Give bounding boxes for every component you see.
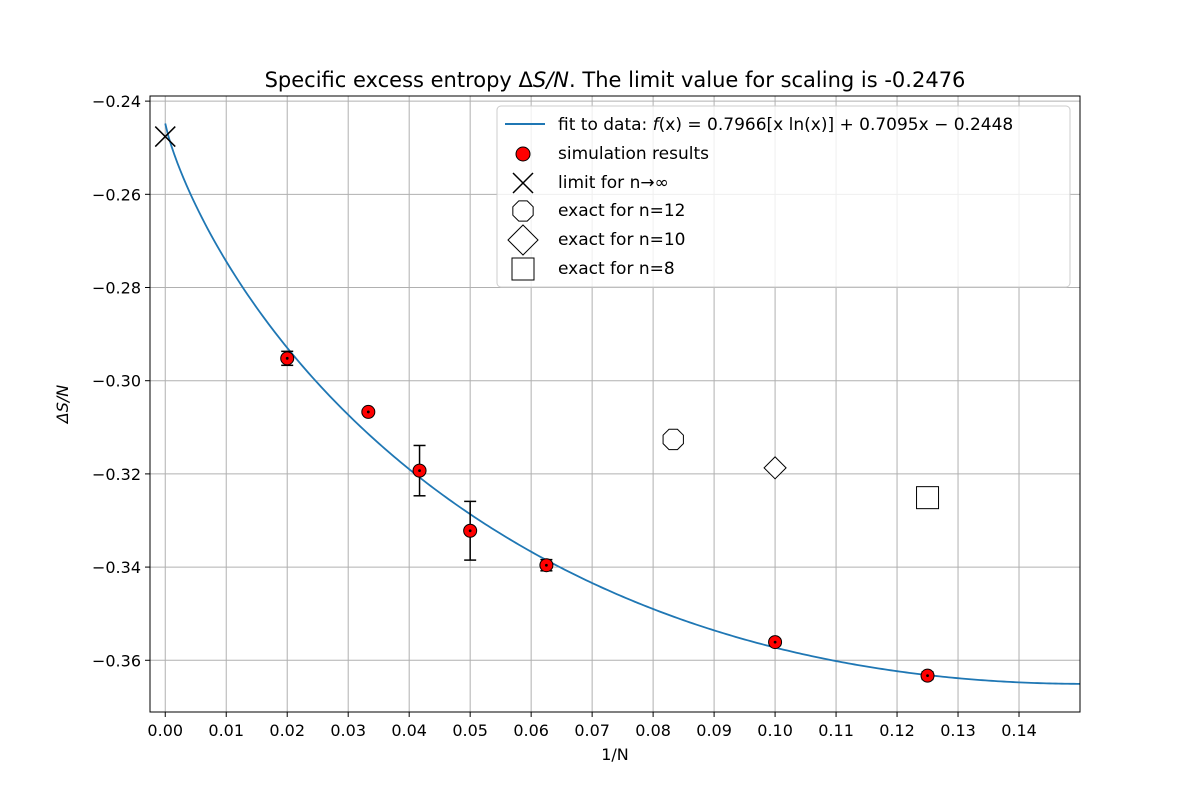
simulation-point-center xyxy=(468,529,472,533)
x-tick-label: 0.05 xyxy=(452,721,488,740)
legend-exact-8-label: exact for n=8 xyxy=(558,259,675,279)
x-tick-label: 0.09 xyxy=(696,721,732,740)
legend-simulation-label: simulation results xyxy=(558,144,709,164)
chart-title: Specific excess entropy ΔS/N. The limit … xyxy=(265,68,966,92)
y-tick-label: −0.24 xyxy=(92,92,141,111)
legend-square-marker xyxy=(511,257,535,281)
x-tick-label: 0.07 xyxy=(574,721,610,740)
axes-frame xyxy=(149,95,1081,713)
plot-area xyxy=(154,123,1081,685)
legend-limit-marker xyxy=(512,172,534,194)
legend-exact-12-label: exact for n=12 xyxy=(558,201,685,221)
x-axis-label: 1/N xyxy=(601,745,629,764)
x-tick-label: 0.08 xyxy=(635,721,671,740)
y-tick-label: −0.32 xyxy=(92,465,141,484)
x-tick-label: 0.11 xyxy=(818,721,854,740)
simulation-point-center xyxy=(544,563,548,567)
legend-simulation-dot xyxy=(515,146,531,162)
limit-marker xyxy=(154,126,176,148)
x-tick-label: 0.00 xyxy=(147,721,183,740)
x-tick-label: 0.02 xyxy=(269,721,305,740)
x-tick-label: 0.13 xyxy=(940,721,976,740)
y-axis-label: ΔS/N xyxy=(53,385,72,425)
legend-limit-label: limit for n→∞ xyxy=(558,173,669,193)
legend-octagon-marker xyxy=(512,200,534,222)
legend-box xyxy=(496,105,1071,288)
legend-exact-markers xyxy=(507,200,539,281)
exact-point-diamond xyxy=(763,456,787,480)
y-tick-label: −0.30 xyxy=(92,372,141,391)
x-tick-label: 0.14 xyxy=(1001,721,1037,740)
x-tick-label: 0.10 xyxy=(757,721,793,740)
legend: fit to data: f(x) = 0.7966[x ln(x)] + 0.… xyxy=(496,105,1071,288)
y-tick-label: −0.26 xyxy=(92,185,141,204)
simulation-point-center xyxy=(285,356,289,360)
x-tick-label: 0.12 xyxy=(879,721,915,740)
y-tick-label: −0.28 xyxy=(92,279,141,298)
legend-simulation-marker xyxy=(515,146,531,162)
simulation-point-center xyxy=(926,674,929,678)
x-tick-label: 0.03 xyxy=(330,721,366,740)
y-tick-label: −0.36 xyxy=(92,651,141,670)
y-tick-label: −0.34 xyxy=(92,558,141,577)
simulation-point-center xyxy=(418,469,421,473)
exact-point-octagon xyxy=(662,428,684,451)
legend-fit-label: fit to data: f(x) = 0.7966[x ln(x)] + 0.… xyxy=(558,115,1013,135)
exact-point-square xyxy=(916,486,940,510)
x-tick-label: 0.06 xyxy=(513,721,549,740)
legend-exact-10-label: exact for n=10 xyxy=(558,230,685,250)
axis-ticks: 0.00 0.01 0.02 0.03 0.04 0.05 0.06 0.07 0.08 0.09… xyxy=(92,92,1037,740)
x-tick-label: 0.04 xyxy=(391,721,427,740)
simulation-point-center xyxy=(366,410,370,414)
x-tick-label: 0.01 xyxy=(208,721,244,740)
legend-diamond-marker xyxy=(507,224,539,256)
simulation-point-center xyxy=(773,640,777,644)
legend-limit-x xyxy=(512,172,534,194)
